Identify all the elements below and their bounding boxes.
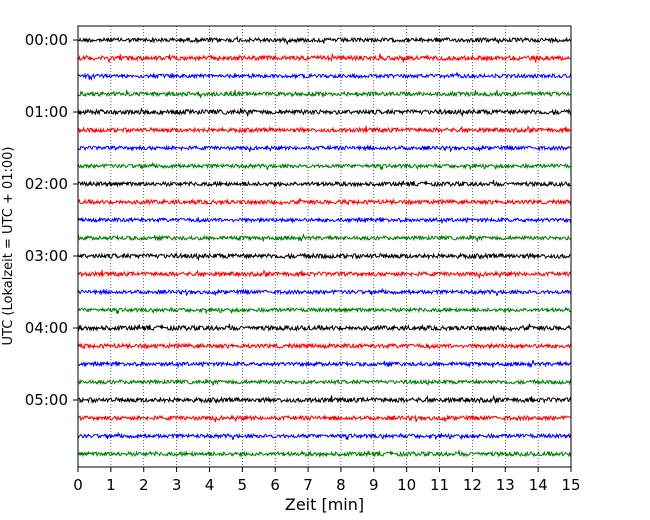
x-tick-label: 1 — [106, 476, 116, 494]
seismic-trace — [77, 197, 572, 206]
x-tick-label: 5 — [238, 476, 248, 494]
plot-frame — [77, 25, 572, 468]
seismic-trace — [77, 431, 572, 441]
x-tick-label: 0 — [73, 476, 83, 494]
seismic-trace — [77, 233, 572, 242]
x-tick-label: 9 — [369, 476, 379, 494]
x-tick-label: 13 — [496, 476, 515, 494]
x-tick-label: 15 — [561, 476, 580, 494]
y-tick-label: 02:00 — [25, 175, 68, 193]
seismic-trace — [77, 89, 572, 99]
seismic-trace — [77, 71, 572, 82]
seismic-trace — [77, 287, 572, 297]
seismic-trace — [77, 216, 572, 225]
x-axis: 0 1 2 3 4 5 6 7 8 9 10 11 12 13 14 15 — [73, 467, 581, 494]
seismic-trace — [77, 125, 572, 135]
y-axis: 00:00 01:00 02:00 03:00 04:00 05:00 — [25, 31, 78, 409]
seismic-trace — [77, 53, 572, 63]
x-tick-label: 14 — [529, 476, 548, 494]
x-tick-label: 6 — [270, 476, 280, 494]
seismic-trace — [77, 180, 572, 188]
y-tick-label: 05:00 — [25, 391, 68, 409]
y-tick-label: 04:00 — [25, 319, 68, 337]
trace-group — [77, 35, 572, 458]
seismic-trace — [77, 323, 572, 333]
seismic-trace — [77, 161, 572, 171]
seismic-trace — [77, 108, 572, 118]
x-tick-label: 10 — [397, 476, 416, 494]
seismic-trace — [77, 144, 572, 153]
x-tick-label: 3 — [172, 476, 182, 494]
x-tick-label: 7 — [303, 476, 313, 494]
x-tick-label: 11 — [430, 476, 449, 494]
y-tick-label: 01:00 — [25, 103, 68, 121]
seismic-trace — [77, 342, 572, 350]
seismic-trace — [77, 269, 572, 279]
x-tick-label: 12 — [463, 476, 482, 494]
y-axis-label: UTC (Lokalzeit = UTC + 01:00) — [1, 147, 16, 346]
seismic-trace — [77, 35, 571, 46]
seismic-trace — [77, 394, 572, 405]
seismic-trace — [77, 252, 572, 262]
y-tick-label: 00:00 — [25, 31, 68, 49]
seismic-trace — [77, 360, 572, 369]
x-tick-label: 2 — [139, 476, 149, 494]
x-tick-label: 4 — [205, 476, 215, 494]
seismic-trace — [77, 450, 572, 458]
x-tick-label: 8 — [336, 476, 346, 494]
y-tick-label: 03:00 — [25, 247, 68, 265]
x-axis-label: Zeit [min] — [285, 495, 364, 514]
seismic-trace — [77, 378, 572, 387]
seismic-trace — [77, 414, 572, 423]
seismic-trace — [77, 306, 572, 314]
